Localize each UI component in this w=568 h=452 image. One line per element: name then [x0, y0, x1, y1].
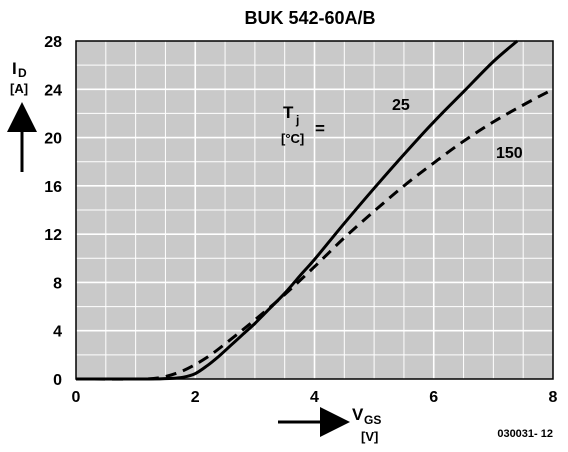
y-tick-label: 0	[53, 372, 62, 389]
y-tick-label: 24	[44, 82, 62, 99]
figure-code: 030031- 12	[497, 428, 553, 440]
series-label-25: 25	[392, 97, 410, 114]
grid-lines	[76, 41, 553, 379]
x-axis-label: V GS [V]	[278, 405, 381, 444]
x-axis-ticks: 0 2 4 6 8	[72, 389, 558, 406]
y-tick-label: 20	[44, 131, 62, 148]
series-line-150	[75, 87, 554, 381]
legend-title-unit: [°C]	[281, 131, 304, 146]
x-tick-label: 4	[310, 389, 319, 406]
x-tick-label: 0	[72, 389, 81, 406]
y-axis-ticks: 0 4 8 12 16 20 24 28	[44, 34, 62, 389]
x-axis-label-sub: GS	[364, 413, 381, 427]
legend-title: T j [°C] =	[281, 103, 325, 146]
x-tick-label: 6	[429, 389, 438, 406]
y-tick-label: 16	[44, 179, 62, 196]
legend-title-sub: j	[295, 113, 299, 127]
series-label-150: 150	[496, 145, 523, 162]
plot-frame	[75, 40, 554, 380]
y-tick-label: 12	[44, 227, 62, 244]
y-axis-label: I D [A]	[6, 59, 37, 172]
legend-title-main: T	[283, 103, 294, 122]
chart-title: BUK 542-60A/B	[244, 8, 375, 28]
y-tick-label: 28	[44, 34, 62, 51]
y-tick-label: 8	[53, 275, 62, 292]
x-axis-label-main: V	[352, 405, 364, 424]
series-line-25	[75, 39, 519, 381]
x-axis-label-unit: [V]	[361, 429, 378, 444]
y-axis-label-sub: D	[18, 66, 27, 80]
x-tick-label: 2	[191, 389, 200, 406]
series-layer	[75, 39, 554, 381]
legend-title-eq: =	[315, 119, 325, 138]
y-tick-label: 4	[53, 324, 62, 341]
y-axis-label-unit: [A]	[10, 81, 28, 96]
x-tick-label: 8	[549, 389, 558, 406]
y-axis-label-main: I	[12, 59, 17, 78]
